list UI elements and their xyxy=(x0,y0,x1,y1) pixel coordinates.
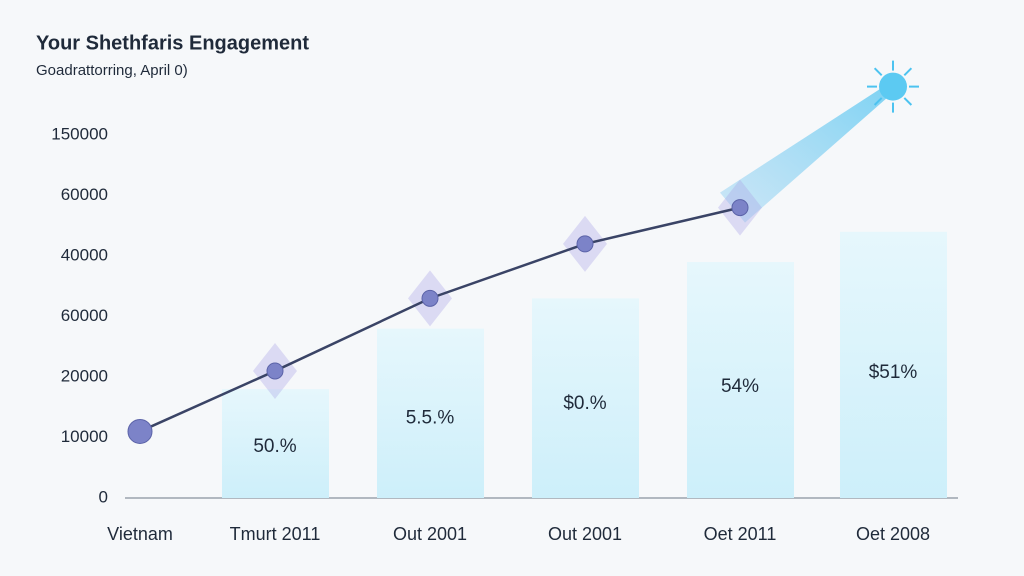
marker xyxy=(127,418,153,444)
marker xyxy=(266,362,284,380)
beam xyxy=(720,80,893,223)
x-tick-label: Tmurt 2011 xyxy=(230,524,321,544)
x-tick-label: Oet 2011 xyxy=(704,524,777,544)
bar xyxy=(377,328,484,498)
bar-label: 54% xyxy=(721,376,759,397)
y-tick-label: 60000 xyxy=(61,185,108,204)
y-tick-label: 60000 xyxy=(61,306,108,325)
y-tick-label: 10000 xyxy=(61,427,108,446)
sun-ray xyxy=(873,97,883,106)
bar xyxy=(532,298,639,498)
x-tick-label: Out 2001 xyxy=(393,524,467,544)
marker xyxy=(421,289,439,307)
y-tick-label: 150000 xyxy=(51,124,108,143)
sun-ray xyxy=(873,67,883,76)
y-tick-label: 40000 xyxy=(61,245,108,264)
chart-subtitle: Goadrattorring, April 0) xyxy=(36,62,188,79)
chart-title: Your Shethfaris Engagement xyxy=(36,32,309,54)
x-tick-label: Vietnam xyxy=(107,524,173,544)
marker xyxy=(879,72,907,101)
sun-ray xyxy=(903,67,913,76)
marker xyxy=(731,199,749,217)
bar-label: 5.5.% xyxy=(406,407,455,428)
x-tick-label: Oet 2008 xyxy=(856,524,930,544)
y-tick-label: 0 xyxy=(99,487,108,506)
x-tick-label: Out 2001 xyxy=(548,524,622,544)
bar xyxy=(840,231,947,499)
bar-label: $0.% xyxy=(563,393,606,414)
marker xyxy=(576,235,594,253)
bar-label: $51% xyxy=(869,362,918,383)
bar xyxy=(222,389,329,498)
bar xyxy=(687,262,794,498)
y-tick-label: 20000 xyxy=(61,366,108,385)
sun-ray xyxy=(903,97,913,106)
bar-label: 50.% xyxy=(253,436,296,457)
